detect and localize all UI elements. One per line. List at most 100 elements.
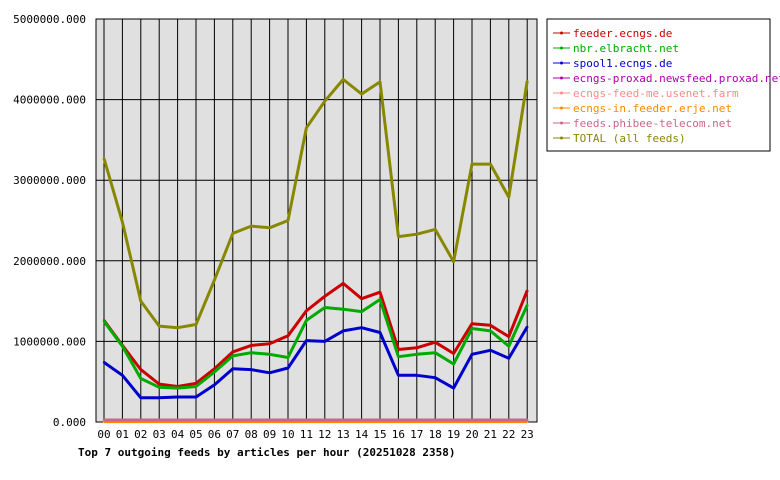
data-point xyxy=(213,418,216,422)
x-tick-label: 18 xyxy=(429,428,442,441)
x-tick-label: 09 xyxy=(263,428,276,441)
series-line-1 xyxy=(102,281,529,388)
data-point xyxy=(121,418,124,422)
x-tick-label: 06 xyxy=(208,428,221,441)
legend-box xyxy=(546,18,771,152)
legend-marker xyxy=(560,76,563,80)
series-line-2 xyxy=(102,298,529,390)
data-point xyxy=(452,352,455,355)
data-point xyxy=(342,282,345,285)
data-point xyxy=(452,260,455,263)
chart-title: Top 7 outgoing feeds by articles per hou… xyxy=(78,446,456,459)
data-point xyxy=(397,235,400,238)
data-point xyxy=(323,306,326,309)
data-point xyxy=(194,382,198,385)
data-point xyxy=(250,224,253,228)
legend-entry: TOTAL (all feeds) xyxy=(573,132,686,145)
data-point xyxy=(158,382,161,386)
data-point xyxy=(360,418,363,422)
data-point xyxy=(231,354,234,358)
data-point xyxy=(213,370,216,374)
x-tick-label: 14 xyxy=(355,428,369,441)
data-point xyxy=(102,157,106,160)
data-point xyxy=(102,320,106,323)
x-tick-label: 01 xyxy=(116,428,129,441)
data-point xyxy=(342,78,345,81)
legend-entry: feeder.ecngs.de xyxy=(573,27,672,40)
x-tick-label: 20 xyxy=(465,428,478,441)
data-point xyxy=(378,418,382,422)
data-point xyxy=(268,418,271,422)
data-point xyxy=(397,418,400,422)
data-point xyxy=(378,291,382,294)
data-point xyxy=(194,418,198,422)
data-point xyxy=(507,195,510,199)
legend: feeder.ecngs.de nbr.elbracht.net spool1.ec… xyxy=(546,18,780,152)
data-point xyxy=(250,368,253,371)
data-point xyxy=(342,329,345,333)
y-axis-tick-labels: 0.000 1000000.000 2000000.000 3000000.000 40… xyxy=(13,13,86,429)
data-point xyxy=(434,351,437,354)
series-line-8 xyxy=(102,77,529,330)
data-point xyxy=(526,303,529,307)
x-tick-label: 00 xyxy=(97,428,110,441)
legend-marker xyxy=(560,136,563,140)
data-point xyxy=(158,386,161,389)
x-tick-label: 12 xyxy=(318,428,331,441)
y-tick-label: 0.000 xyxy=(53,416,86,429)
data-point xyxy=(378,298,382,301)
x-tick-label: 05 xyxy=(189,428,202,441)
data-point xyxy=(360,326,363,329)
data-point xyxy=(194,395,198,399)
data-point xyxy=(158,418,161,422)
data-point xyxy=(121,220,124,224)
data-point xyxy=(250,351,253,354)
legend-marker xyxy=(560,31,563,35)
x-tick-label: 19 xyxy=(447,428,460,441)
data-point xyxy=(176,395,179,399)
x-tick-label: 10 xyxy=(281,428,294,441)
x-tick-label: 15 xyxy=(373,428,386,441)
x-tick-label: 21 xyxy=(484,428,497,441)
series-lines xyxy=(102,77,529,424)
data-point xyxy=(415,346,418,350)
data-point xyxy=(139,377,142,380)
data-point xyxy=(139,368,142,371)
legend-marker xyxy=(560,46,563,50)
data-point xyxy=(397,374,400,377)
data-point xyxy=(452,418,455,422)
data-point xyxy=(415,374,418,377)
x-tick-label: 23 xyxy=(521,428,534,441)
y-tick-label: 5000000.000 xyxy=(13,13,86,26)
data-point xyxy=(470,327,474,330)
data-point xyxy=(378,331,382,334)
x-tick-label: 22 xyxy=(502,428,515,441)
data-point xyxy=(286,334,290,337)
data-point xyxy=(415,353,418,356)
x-tick-label: 17 xyxy=(410,428,423,441)
data-point xyxy=(286,356,290,359)
data-point xyxy=(452,362,455,366)
data-point xyxy=(397,355,400,358)
data-point xyxy=(434,376,437,379)
data-point xyxy=(452,386,455,390)
data-point xyxy=(139,418,142,422)
data-point xyxy=(213,278,216,282)
legend-entry: feeds.phibee-telecom.net xyxy=(573,117,732,130)
data-point xyxy=(470,418,474,422)
data-point xyxy=(470,162,474,166)
data-point xyxy=(323,295,326,298)
data-point xyxy=(176,326,179,329)
series-line-3 xyxy=(103,326,529,400)
plot-area xyxy=(95,18,538,423)
data-point xyxy=(250,344,253,347)
data-point xyxy=(434,418,437,422)
data-point xyxy=(158,324,161,328)
data-point xyxy=(305,319,308,322)
legend-marker xyxy=(560,121,563,125)
data-point xyxy=(434,341,437,344)
x-tick-label: 04 xyxy=(171,428,185,441)
data-point xyxy=(268,226,271,229)
data-point xyxy=(415,418,418,422)
